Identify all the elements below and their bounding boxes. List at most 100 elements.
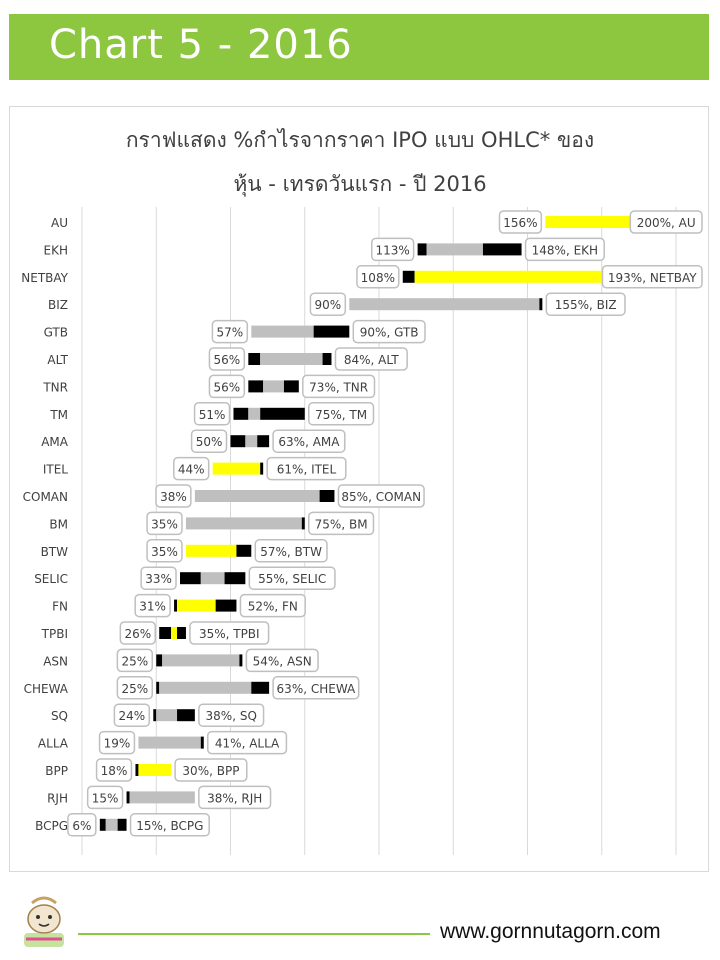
right-label-box: [601, 265, 703, 289]
segment-gray: [245, 435, 258, 448]
segment-gray: [129, 791, 195, 804]
left-label-box: [193, 402, 231, 426]
segment-black: [248, 380, 264, 393]
right-label-box: [248, 566, 336, 590]
segment-black: [233, 407, 249, 420]
left-value-label: 6%: [72, 819, 91, 833]
row-tm: TM 51% 75%, TM: [49, 402, 375, 426]
row-itel: ITEL 44% 61%, ITEL: [43, 456, 347, 481]
right-label-box: [272, 429, 346, 453]
left-value-label: 38%: [160, 490, 187, 504]
right-value-label: 155%, BIZ: [555, 298, 617, 312]
row-chewa: CHEWA 25% 63%, CHEWA: [24, 676, 360, 700]
left-value-label: 44%: [178, 463, 205, 477]
right-value-label: 54%, ASN: [253, 654, 312, 668]
right-value-label: 193%, NETBAY: [608, 271, 697, 285]
segment-black: [230, 435, 246, 448]
row-ekh: EKH 113% 148%, EKH: [44, 237, 605, 262]
right-label-box: [524, 237, 605, 262]
segment-black: [180, 572, 201, 585]
row-bm: BM 35% 75%, BM: [49, 511, 375, 536]
left-label-box: [119, 621, 156, 645]
category-label: BTW: [41, 545, 69, 559]
segment-yellow: [185, 544, 237, 557]
row-fn: FN 31% 52%, FN: [52, 593, 306, 618]
category-label: ITEL: [43, 463, 68, 477]
row-biz: BIZ 90% 155%, BIZ: [48, 292, 626, 316]
segment-black: [99, 818, 106, 831]
header-banner: Chart 5 - 2016: [9, 14, 709, 80]
category-label: AMA: [41, 435, 69, 449]
segment-black: [224, 572, 246, 585]
left-value-label: 15%: [92, 791, 119, 805]
segment-black: [251, 681, 270, 694]
right-value-label: 30%, BPP: [182, 764, 239, 778]
left-value-label: 24%: [119, 709, 146, 723]
row-tpbi: TPBI 26% 35%, TPBI: [41, 621, 270, 645]
right-value-label: 35%, TPBI: [199, 627, 260, 641]
segment-black: [313, 325, 350, 338]
segment-gray: [263, 380, 284, 393]
footer-website-link[interactable]: www.gornnutagorn.com: [440, 920, 661, 943]
left-value-label: 156%: [503, 216, 537, 230]
left-label-box: [113, 703, 151, 727]
segment-black: [482, 243, 522, 256]
row-gtb: GTB 57% 90%, GTB: [44, 319, 426, 344]
row-selic: SELIC 33% 55%, SELIC: [34, 566, 336, 590]
segment-black: [215, 599, 237, 612]
segment-yellow: [138, 764, 172, 776]
category-label: TPBI: [41, 627, 68, 641]
segment-yellow: [177, 599, 216, 612]
right-label-box: [352, 319, 426, 344]
segment-gray: [260, 353, 323, 365]
segment-black: [539, 298, 543, 311]
category-label: BIZ: [48, 298, 68, 312]
right-label-box: [266, 456, 347, 481]
row-bpp: BPP 18% 30%, BPP: [45, 758, 248, 782]
left-label-box: [67, 813, 97, 837]
right-value-label: 84%, ALT: [344, 353, 400, 367]
right-label-box: [198, 703, 265, 727]
category-label: TM: [49, 408, 68, 422]
segment-gray: [105, 818, 118, 831]
right-label-box: [239, 593, 306, 618]
left-label-box: [146, 511, 183, 536]
right-label-box: [337, 484, 425, 508]
right-value-label: 38%, SQ: [206, 709, 257, 723]
segment-black: [174, 599, 178, 612]
segment-black: [117, 818, 127, 831]
left-label-box: [116, 648, 154, 673]
right-label-box: [629, 210, 703, 234]
right-label-box: [308, 511, 375, 536]
row-tnr: TNR 56% 73%, TNR: [42, 374, 376, 399]
footer-divider: [78, 933, 430, 935]
left-label-box: [498, 210, 543, 234]
row-asn: ASN 25% 54%, ASN: [43, 648, 319, 673]
right-value-label: 73%, TNR: [309, 380, 368, 394]
category-label: EKH: [44, 243, 68, 257]
segment-black: [417, 243, 427, 256]
right-label-box: [189, 621, 270, 645]
right-value-label: 55%, SELIC: [258, 572, 326, 586]
chart-title-line-2: หุ้น - เทรดวันแรก - ปี 2016: [233, 172, 486, 197]
left-value-label: 50%: [196, 435, 223, 449]
right-label-box: [334, 347, 408, 371]
right-label-box: [207, 730, 288, 755]
segment-black: [402, 270, 415, 283]
right-label-box: [308, 402, 375, 426]
left-label-box: [146, 539, 183, 563]
category-label: SELIC: [34, 572, 68, 586]
segment-gray: [185, 517, 302, 530]
right-value-label: 75%, TM: [315, 408, 367, 422]
left-label-box: [356, 265, 400, 289]
right-value-label: 90%, GTB: [360, 326, 419, 340]
category-label: BPP: [45, 764, 68, 778]
right-value-label: 57%, BTW: [260, 545, 322, 559]
chart-title-line-1: กราฟแสดง %กำไรจากราคา IPO แบบ OHLC* ของ: [126, 128, 594, 152]
category-label: BM: [49, 517, 68, 531]
left-value-label: 31%: [139, 600, 166, 614]
segment-black: [322, 353, 332, 365]
gridlines: [81, 207, 677, 855]
segment-gray: [162, 654, 240, 667]
segment-gray: [159, 681, 252, 694]
